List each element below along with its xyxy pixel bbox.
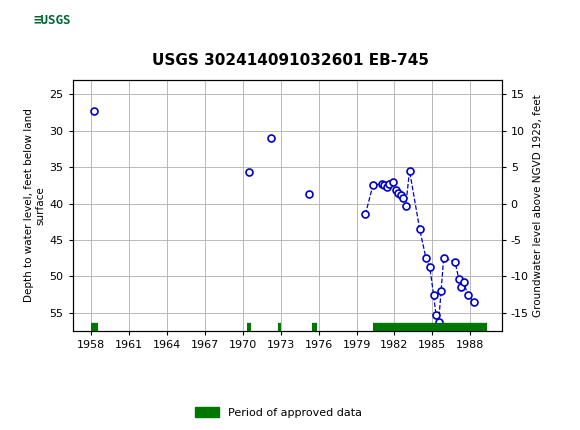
Y-axis label: Depth to water level, feet below land
surface: Depth to water level, feet below land su… bbox=[24, 108, 45, 302]
Text: ≡USGS: ≡USGS bbox=[34, 14, 71, 27]
Legend: Period of approved data: Period of approved data bbox=[190, 403, 367, 422]
FancyBboxPatch shape bbox=[6, 4, 99, 37]
Y-axis label: Groundwater level above NGVD 1929, feet: Groundwater level above NGVD 1929, feet bbox=[533, 94, 543, 317]
Text: USGS 302414091032601 EB-745: USGS 302414091032601 EB-745 bbox=[151, 53, 429, 68]
